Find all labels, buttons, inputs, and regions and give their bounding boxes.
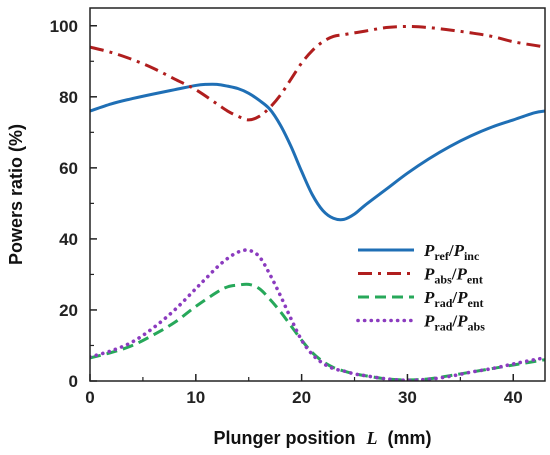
legend-label: Pref/Pinc (423, 241, 480, 263)
x-tick-label: 30 (398, 388, 417, 407)
x-tick-label: 40 (504, 388, 523, 407)
ticks-layer (89, 25, 515, 382)
series-line-p-ref-p-inc (90, 82, 545, 222)
series-layer (90, 24, 545, 381)
x-axis-symbol: L (366, 428, 378, 448)
y-tick-label: 40 (59, 230, 78, 249)
series-line-p-abs-p-ent (90, 24, 545, 122)
y-axis-title: Powers ratio (%) (6, 124, 26, 265)
legend-label: Prad/Pabs (423, 312, 485, 334)
series-line-p-rad-p-abs (90, 248, 545, 381)
x-tick-label: 0 (85, 388, 94, 407)
y-tick-label: 20 (59, 301, 78, 320)
y-tick-label: 80 (59, 88, 78, 107)
plot-area-frame (89, 7, 546, 382)
x-axis-title-text: Plunger position (213, 428, 355, 448)
x-tick-label: 20 (292, 388, 311, 407)
x-tick-label: 10 (186, 388, 205, 407)
legend-label: Pabs/Pent (423, 265, 483, 287)
legend-label: Prad/Pent (423, 288, 484, 310)
x-axis-unit: (mm) (388, 428, 432, 448)
x-axis-title: Plunger position L (mm) (213, 428, 431, 448)
y-tick-label: 60 (59, 159, 78, 178)
y-tick-label: 100 (50, 17, 78, 36)
tick-labels-layer: 0 10 20 30 40 0 20 40 60 80 100 (50, 17, 523, 407)
y-tick-label: 0 (69, 372, 78, 391)
